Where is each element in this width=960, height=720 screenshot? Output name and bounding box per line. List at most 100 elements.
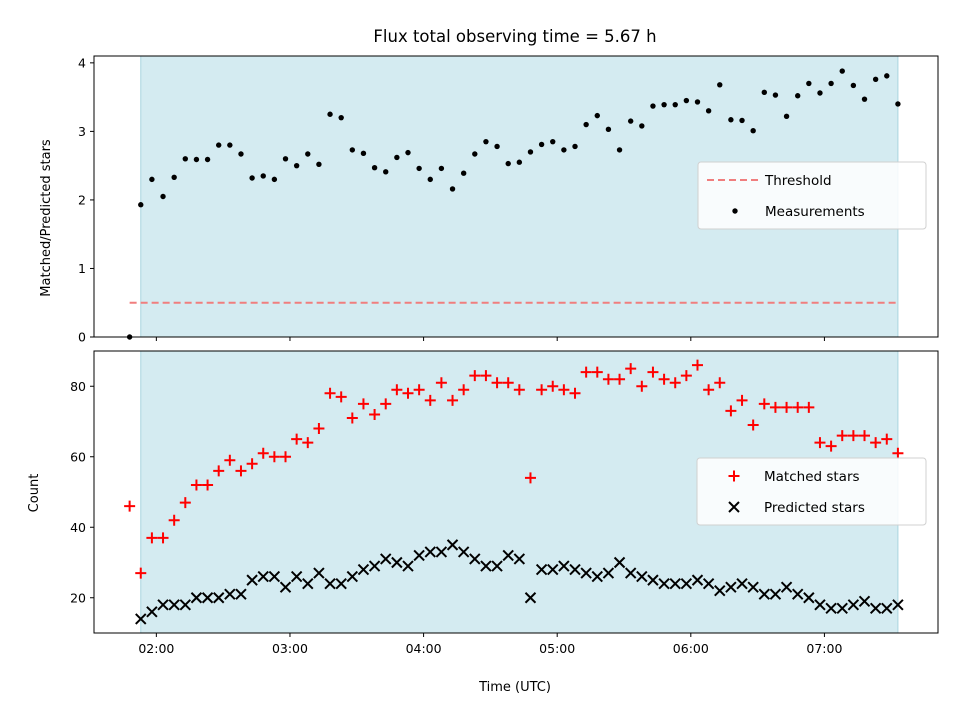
data-point xyxy=(472,151,478,157)
bottom-panel: 20 40 60 80 02:00 03:00 04:00 05:00 06:00 07:00 Ma… xyxy=(70,350,939,656)
data-point xyxy=(524,592,537,604)
data-point xyxy=(624,567,637,579)
data-point xyxy=(290,570,303,583)
data-point xyxy=(238,151,244,157)
data-point xyxy=(424,394,436,406)
data-point xyxy=(402,387,414,399)
series-measurements xyxy=(126,68,901,340)
data-point xyxy=(160,193,166,200)
data-point xyxy=(892,447,904,459)
data-point xyxy=(268,451,280,463)
data-point xyxy=(814,437,826,449)
data-point xyxy=(847,430,859,442)
y-tick-label: 4 xyxy=(78,55,86,70)
data-point xyxy=(371,165,378,171)
data-point xyxy=(803,401,815,413)
data-point xyxy=(714,584,726,597)
data-point xyxy=(447,394,459,406)
data-point xyxy=(536,384,548,396)
data-point xyxy=(561,147,567,153)
data-point xyxy=(335,391,347,403)
data-point xyxy=(881,602,893,615)
data-point xyxy=(280,451,292,463)
data-point xyxy=(739,117,745,124)
data-point xyxy=(405,149,411,156)
data-point xyxy=(491,377,503,389)
data-point xyxy=(316,161,322,167)
data-point xyxy=(859,430,871,442)
legend-marker xyxy=(728,501,740,513)
data-point xyxy=(171,174,177,181)
data-point xyxy=(694,99,701,105)
data-point xyxy=(212,592,225,604)
data-point xyxy=(368,560,381,572)
data-point xyxy=(190,592,203,604)
data-point xyxy=(391,556,403,569)
data-point xyxy=(884,73,890,79)
data-point xyxy=(469,553,481,565)
data-point xyxy=(124,500,136,512)
legend-label: Matched stars xyxy=(764,469,860,485)
data-point xyxy=(616,147,623,153)
data-point xyxy=(457,546,470,558)
data-point xyxy=(761,89,768,96)
data-point xyxy=(591,570,603,583)
data-point xyxy=(750,128,756,134)
data-point xyxy=(383,169,389,175)
data-point xyxy=(861,96,868,102)
top-y-axis-label: Matched/Predicted stars xyxy=(39,139,54,297)
data-point xyxy=(449,186,456,192)
data-point xyxy=(613,556,626,569)
data-point xyxy=(728,117,734,123)
series-predicted-stars xyxy=(135,539,904,625)
data-point xyxy=(527,149,534,155)
data-point xyxy=(438,165,445,172)
data-point xyxy=(550,138,556,145)
data-point xyxy=(747,419,759,431)
bottom-y-axis-label: Count xyxy=(27,474,42,513)
data-point xyxy=(591,366,603,378)
data-point xyxy=(305,151,311,157)
data-point xyxy=(583,121,589,128)
data-point xyxy=(302,577,314,590)
data-point xyxy=(669,377,681,389)
data-point xyxy=(149,176,155,183)
data-point xyxy=(346,412,358,424)
data-point xyxy=(758,588,771,600)
legend-label: Threshold xyxy=(764,173,832,189)
data-point xyxy=(535,563,548,576)
data-point xyxy=(647,574,659,586)
data-point xyxy=(895,101,901,107)
data-point xyxy=(580,567,592,579)
data-point xyxy=(558,560,570,572)
data-point xyxy=(639,123,645,129)
data-point xyxy=(658,577,670,590)
data-point xyxy=(669,577,681,590)
data-point xyxy=(772,92,779,98)
data-point xyxy=(780,581,793,593)
data-point xyxy=(146,532,158,544)
data-point xyxy=(547,380,559,392)
data-point xyxy=(806,80,812,87)
data-point xyxy=(380,553,392,565)
data-point xyxy=(892,599,904,611)
x-tick-label: 04:00 xyxy=(406,641,442,656)
data-point xyxy=(249,175,255,181)
data-point xyxy=(179,599,192,611)
data-point xyxy=(747,581,759,593)
chart-title: Flux total observing time = 5.67 h xyxy=(373,27,656,46)
data-point xyxy=(505,160,511,167)
data-point xyxy=(424,546,436,558)
data-point xyxy=(680,577,693,590)
y-tick-label: 80 xyxy=(70,379,86,394)
data-point xyxy=(702,577,715,590)
data-point xyxy=(260,173,266,179)
data-point xyxy=(346,570,359,583)
data-point xyxy=(614,373,626,385)
data-point xyxy=(338,114,344,121)
data-point xyxy=(572,143,578,150)
x-tick-label: 06:00 xyxy=(673,641,709,656)
data-point xyxy=(480,370,492,382)
data-point xyxy=(146,606,158,618)
